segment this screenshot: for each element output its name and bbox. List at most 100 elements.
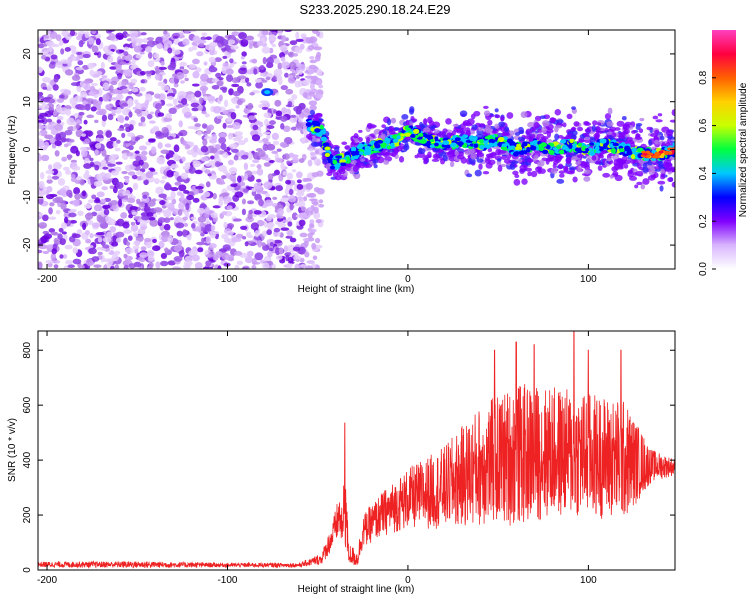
ridge-halo-blob: [660, 173, 665, 177]
noise-blob: [176, 230, 183, 237]
noise-blob: [291, 169, 297, 173]
ridge-halo-blob: [513, 178, 521, 186]
ridge-halo-blob: [470, 153, 477, 160]
noise-blob: [289, 61, 297, 70]
noise-blob: [181, 69, 190, 75]
noise-blob: [233, 154, 239, 161]
noise-blob: [226, 205, 233, 211]
noise-blob: [69, 30, 76, 37]
spectrogram-x-tick-label: 100: [580, 274, 597, 285]
noise-blob: [48, 44, 53, 53]
noise-blob: [277, 208, 284, 216]
noise-blob: [165, 113, 173, 119]
noise-blob: [178, 249, 185, 258]
noise-blob: [104, 154, 109, 162]
spectrogram-x-tick-label: 0: [405, 274, 411, 285]
noise-blob: [247, 200, 255, 205]
noise-blob: [273, 227, 281, 233]
noise-blob: [170, 186, 179, 192]
noise-blob: [65, 259, 73, 265]
noise-blob: [240, 39, 249, 47]
ridge-core-blob: [339, 159, 347, 163]
noise-blob: [78, 111, 85, 116]
noise-blob: [315, 54, 321, 62]
noise-blob: [163, 30, 168, 35]
noise-blob: [190, 216, 197, 220]
ridge-halo-blob: [517, 136, 526, 142]
noise-blob: [109, 265, 115, 269]
noise-blob: [82, 53, 91, 59]
noise-blob: [101, 114, 108, 122]
noise-blob: [305, 37, 312, 43]
noise-blob: [228, 88, 234, 96]
noise-blob: [133, 45, 142, 53]
ridge-halo-blob: [442, 128, 448, 133]
ridge-halo-blob: [583, 176, 591, 182]
ridge-core-blob: [618, 148, 625, 153]
noise-blob: [156, 156, 166, 165]
noise-blob: [269, 242, 274, 247]
noise-blob: [179, 61, 188, 67]
ridge-halo-blob: [655, 119, 663, 123]
noise-blob: [146, 242, 152, 249]
noise-blob: [152, 238, 157, 244]
ridge-core-blob: [572, 143, 578, 149]
noise-blob: [112, 88, 119, 95]
noise-blob: [111, 76, 120, 83]
noise-blob: [308, 91, 315, 97]
noise-blob: [47, 175, 52, 181]
noise-blob: [257, 240, 263, 248]
noise-blob: [278, 247, 284, 255]
noise-blob: [230, 45, 239, 50]
noise-blob: [215, 35, 224, 44]
ridge-core-blob: [350, 150, 356, 157]
noise-blob: [138, 122, 143, 127]
noise-blob: [262, 230, 268, 237]
noise-blob: [166, 96, 174, 100]
noise-blob: [50, 54, 58, 60]
noise-blob: [155, 103, 162, 110]
noise-blob: [91, 45, 99, 53]
noise-blob: [295, 122, 304, 129]
ridge-core-blob: [500, 143, 508, 148]
noise-blob: [262, 56, 267, 65]
noise-blob: [242, 188, 249, 193]
ridge-halo-blob: [488, 152, 497, 156]
noise-blob: [123, 264, 129, 269]
ridge-halo-blob: [613, 159, 619, 167]
noise-blob: [75, 119, 81, 124]
ridge-halo-blob: [456, 154, 465, 160]
noise-blob: [217, 265, 222, 269]
noise-blob: [251, 170, 259, 175]
noise-blob: [282, 219, 288, 223]
noise-blob: [164, 182, 171, 190]
ridge-halo-blob: [369, 153, 376, 161]
noise-blob: [182, 165, 190, 171]
noise-blob: [166, 135, 174, 140]
ridge-core-blob: [456, 141, 464, 146]
ridge-core-blob: [558, 149, 564, 155]
noise-blob: [202, 81, 208, 86]
noise-blob: [244, 255, 253, 264]
noise-blob: [279, 44, 288, 52]
ridge-halo-blob: [351, 160, 357, 164]
ridge-core-blob: [424, 134, 430, 139]
noise-blob: [267, 222, 275, 228]
noise-blob: [123, 46, 130, 51]
ridge-halo-blob: [635, 133, 641, 137]
ridge-halo-blob: [657, 180, 666, 185]
ridge-core-blob: [490, 143, 497, 147]
noise-blob: [59, 238, 66, 246]
noise-blob: [262, 131, 271, 135]
noise-blob: [212, 192, 217, 200]
noise-blob: [249, 92, 255, 96]
ridge-halo-blob: [483, 110, 491, 117]
noise-blob: [127, 91, 133, 95]
ridge-halo-blob: [606, 121, 614, 127]
ridge-halo-blob: [459, 110, 468, 117]
noise-blob: [84, 138, 90, 145]
noise-blob: [80, 91, 88, 98]
noise-blob: [75, 129, 84, 138]
noise-blob: [173, 98, 178, 106]
noise-blob: [203, 136, 212, 140]
